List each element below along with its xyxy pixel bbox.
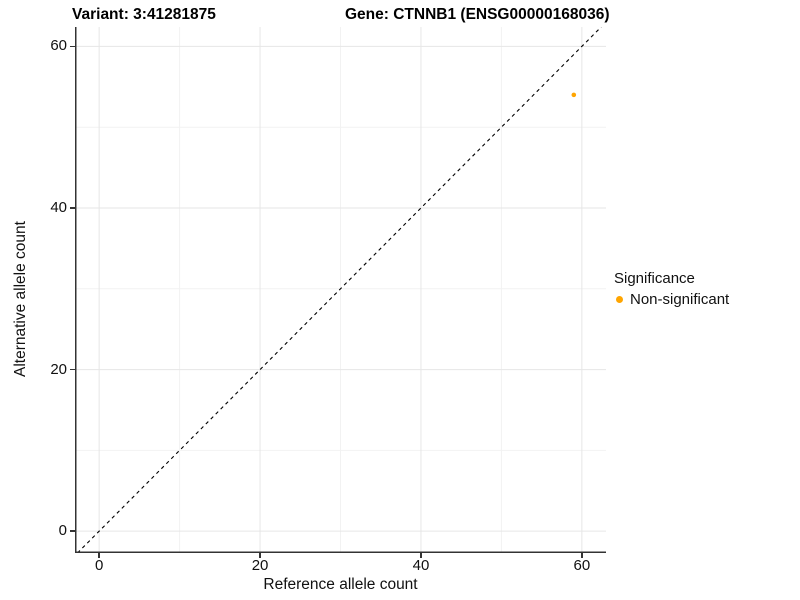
y-axis-title: Alternative allele count [12,221,29,377]
legend: Significance Non-significant [614,269,729,308]
y-tick-mark [70,368,75,371]
x-tick-mark [98,553,100,558]
plot-panel-svg [75,27,606,553]
plot-panel [75,27,606,553]
y-tick-label: 60 [50,37,67,55]
legend-title: Significance [614,270,695,287]
variant-title: Variant: 3:41281875 [72,6,216,23]
x-tick-label: 60 [573,557,591,574]
x-axis-title: Reference allele count [263,576,418,593]
legend-point-icon [616,296,623,303]
x-tick-label: 0 [94,557,104,574]
identity-dashed-line [77,27,602,553]
gene-title: Gene: CTNNB1 (ENSG00000168036) [345,6,610,23]
x-tick-label: 20 [251,557,269,574]
x-tick-label: 40 [412,557,430,574]
y-tick-label: 0 [58,522,67,540]
y-tick-mark [70,45,75,48]
y-tick-label: 40 [50,198,67,216]
x-tick-mark [259,553,261,558]
y-tick-mark [70,207,75,209]
legend-item-label: Non-significant [630,291,730,308]
data-point [571,92,577,98]
y-tick-label: 20 [50,360,67,378]
y-tick-mark [70,530,75,532]
x-tick-mark [420,553,422,558]
legend-item: Non-significant [614,291,729,308]
x-tick-mark [581,553,583,558]
